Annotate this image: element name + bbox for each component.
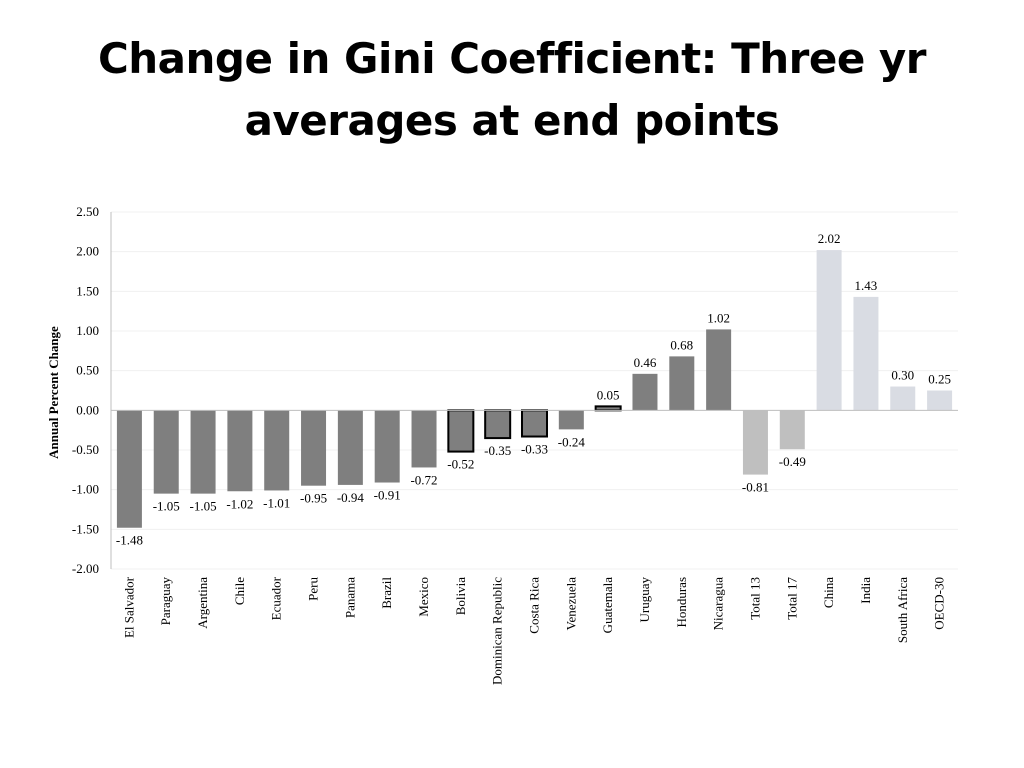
bar bbox=[374, 410, 400, 483]
data-label: 0.30 bbox=[891, 368, 914, 383]
slide-title-line-1: Change in Gini Coefficient: Three yr bbox=[97, 34, 927, 83]
x-tick-label: Paraguay bbox=[158, 577, 173, 626]
x-tick-label: Guatemala bbox=[600, 577, 615, 634]
x-tick-label: Costa Rica bbox=[527, 577, 542, 634]
x-tick-label: South Africa bbox=[895, 577, 910, 643]
slide-title: Change in Gini Coefficient: Three yr ave… bbox=[0, 28, 1024, 152]
data-label: 0.05 bbox=[597, 387, 620, 402]
bar bbox=[558, 410, 584, 430]
bar bbox=[632, 373, 658, 411]
x-tick-label: Dominican Republic bbox=[490, 577, 505, 685]
data-label: -0.49 bbox=[779, 454, 806, 469]
data-label: 1.02 bbox=[707, 310, 730, 325]
y-tick-label: 1.50 bbox=[76, 283, 99, 298]
bar bbox=[411, 410, 437, 468]
bar bbox=[853, 296, 879, 411]
x-tick-label: Argentina bbox=[195, 577, 210, 629]
bar bbox=[816, 250, 842, 411]
data-label: 0.68 bbox=[670, 337, 693, 352]
x-tick-label: Honduras bbox=[674, 577, 689, 628]
data-label: 0.46 bbox=[634, 355, 657, 370]
bar bbox=[521, 409, 548, 438]
x-tick-label: Total 17 bbox=[784, 577, 799, 620]
bar bbox=[264, 410, 290, 491]
slide-title-line-2: averages at end points bbox=[244, 96, 780, 145]
bar bbox=[890, 386, 916, 411]
y-tick-label: 1.00 bbox=[76, 323, 99, 338]
data-label: -0.91 bbox=[374, 488, 401, 503]
data-label: -0.35 bbox=[484, 443, 511, 458]
bar bbox=[927, 390, 953, 411]
y-tick-label: -1.50 bbox=[72, 521, 99, 536]
x-tick-label: India bbox=[858, 577, 873, 604]
x-tick-label: OECD-30 bbox=[932, 577, 947, 630]
data-label: 2.02 bbox=[818, 231, 841, 246]
x-tick-label: Nicaragua bbox=[711, 577, 726, 631]
bar bbox=[227, 410, 253, 492]
data-label: 1.43 bbox=[855, 278, 878, 293]
y-tick-label: -1.00 bbox=[72, 482, 99, 497]
y-tick-label: 2.00 bbox=[76, 244, 99, 259]
bar bbox=[153, 410, 179, 494]
bar bbox=[301, 410, 327, 486]
data-label: -1.02 bbox=[226, 496, 253, 511]
data-label: -0.24 bbox=[558, 434, 586, 449]
bar bbox=[742, 410, 768, 475]
data-label: -0.94 bbox=[337, 490, 365, 505]
y-tick-label: 0.50 bbox=[76, 363, 99, 378]
y-tick-label: 2.50 bbox=[76, 204, 99, 219]
x-tick-label: Uruguay bbox=[637, 577, 652, 623]
x-tick-label: Bolivia bbox=[453, 577, 468, 616]
bar bbox=[669, 356, 695, 411]
bar bbox=[779, 410, 805, 450]
x-tick-label: Ecuador bbox=[269, 576, 284, 620]
bar bbox=[594, 405, 622, 412]
x-tick-label: Brazil bbox=[379, 577, 394, 609]
data-label: -0.52 bbox=[447, 457, 474, 472]
y-axis-title: Annual Percent Change bbox=[46, 326, 61, 459]
x-tick-label: El Salvador bbox=[121, 576, 136, 638]
x-tick-label: Panama bbox=[342, 577, 357, 618]
bar bbox=[116, 410, 142, 528]
data-label: -1.48 bbox=[116, 533, 143, 548]
data-label: -0.95 bbox=[300, 491, 327, 506]
x-tick-label: Total 13 bbox=[747, 577, 762, 620]
x-tick-label: Venezuela bbox=[563, 577, 578, 631]
data-label: -0.81 bbox=[742, 480, 769, 495]
data-label: -0.33 bbox=[521, 442, 548, 457]
bar bbox=[447, 409, 475, 453]
bar bbox=[484, 409, 512, 440]
bar bbox=[337, 410, 363, 485]
x-tick-label: Chile bbox=[232, 577, 247, 605]
data-label: -1.01 bbox=[263, 495, 290, 510]
x-tick-label: China bbox=[821, 577, 836, 608]
data-label: -1.05 bbox=[190, 499, 217, 514]
y-tick-label: -2.00 bbox=[72, 561, 99, 576]
y-tick-label: 0.00 bbox=[76, 402, 99, 417]
bar bbox=[190, 410, 216, 494]
data-label: -0.72 bbox=[410, 472, 437, 487]
x-tick-label: Mexico bbox=[416, 577, 431, 617]
bar bbox=[706, 329, 732, 411]
y-tick-label: -0.50 bbox=[72, 442, 99, 457]
data-label: -1.05 bbox=[153, 499, 180, 514]
data-label: 0.25 bbox=[928, 372, 951, 387]
x-tick-label: Peru bbox=[306, 577, 321, 601]
